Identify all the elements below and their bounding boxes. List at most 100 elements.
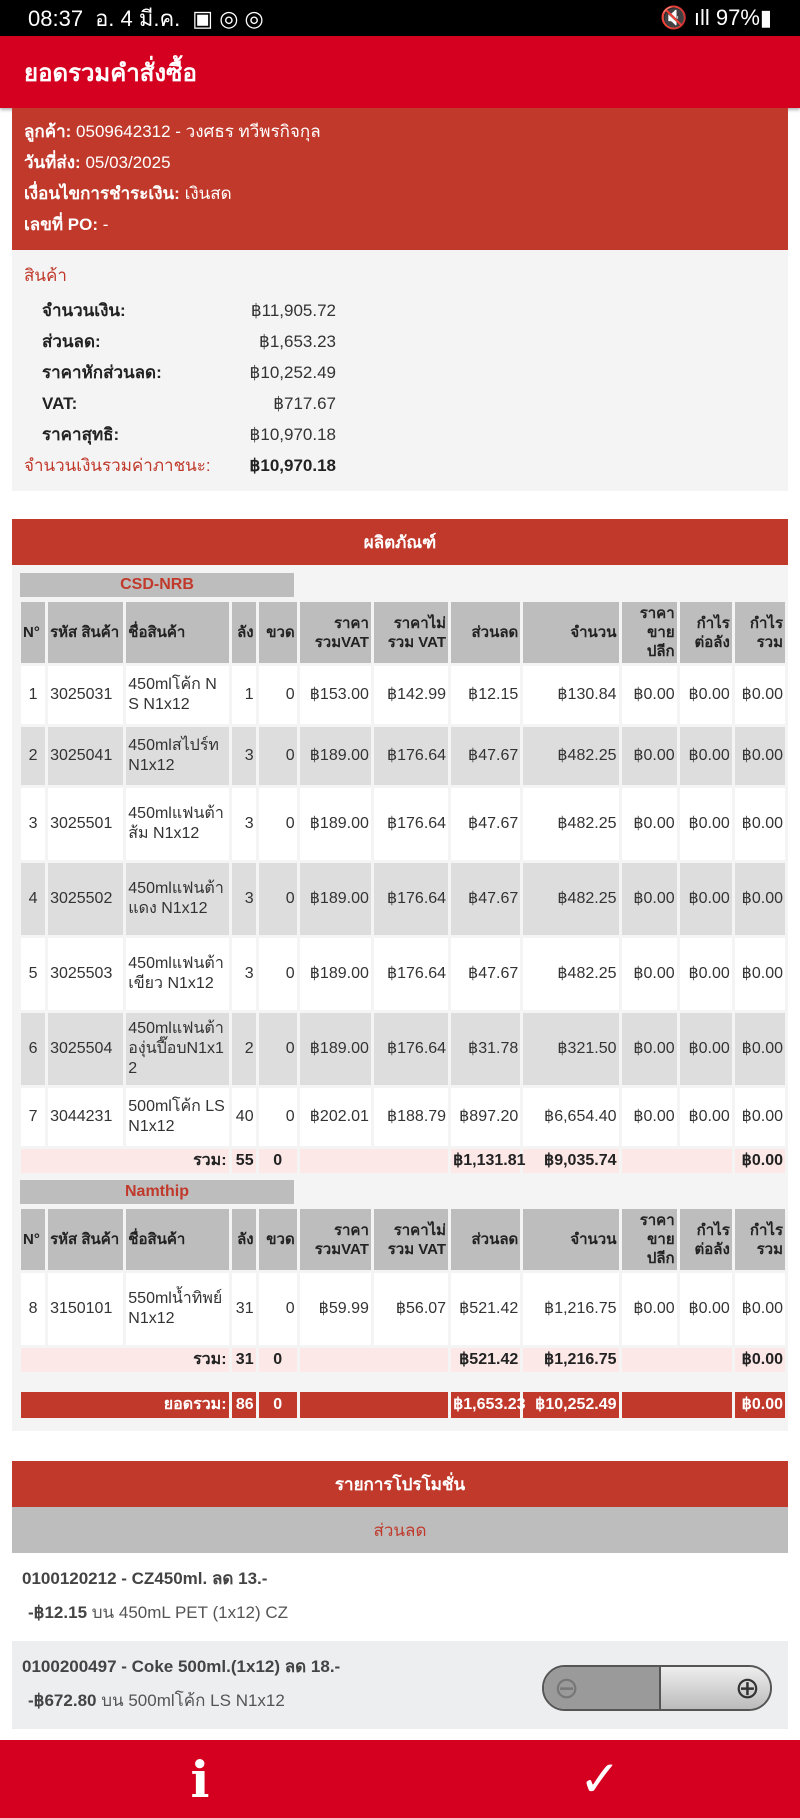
confirm-button[interactable]: ✓ — [400, 1740, 800, 1818]
table-cell: 3 — [231, 863, 256, 935]
table-cell: 0 — [258, 666, 297, 724]
table-cell: ฿47.67 — [451, 938, 521, 1010]
table-cell: ฿189.00 — [299, 727, 371, 785]
table-cell: ฿47.67 — [451, 788, 521, 860]
product-table: ยอดรวม: 86 0 ฿1,653.23 ฿10,252.49 ฿0.00 — [18, 1389, 788, 1421]
promo-title: 0100120212 - CZ450ml. ลด 13.- — [22, 1569, 268, 1588]
summary-total: จำนวนเงินรวมค่าภาชนะ: ฿10,970.18 — [24, 450, 776, 481]
summary-label: จำนวนเงิน: — [42, 301, 126, 320]
summary-value: ฿11,905.72 — [250, 300, 336, 320]
total-bottles: 0 — [258, 1149, 297, 1173]
table-cell: ฿56.07 — [373, 1273, 449, 1345]
table-cell: 7 — [21, 1088, 46, 1146]
summary-label: VAT: — [42, 393, 78, 413]
table-cell: 450mlโค้ก NS N1x12 — [126, 666, 229, 724]
signal-icons: 🔇 ıll — [660, 5, 716, 30]
table-row: 7 3044231 500mlโค้ก LS N1x12 40 0 ฿202.01 ฿188… — [21, 1088, 785, 1146]
table-cell: ฿176.64 — [373, 1013, 449, 1085]
column-header: ราคาไม่ รวม VAT — [373, 1209, 449, 1270]
table-cell: ฿0.00 — [621, 1273, 677, 1345]
po-value: - — [102, 215, 109, 234]
table-cell: 4 — [21, 863, 46, 935]
summary-label: ราคาสุทธิ: — [42, 425, 120, 444]
table-cell: 0 — [258, 727, 297, 785]
table-cell: ฿482.25 — [523, 788, 619, 860]
payment-label: เงื่อนไขการชำระเงิน: — [24, 184, 180, 203]
column-header: ราคา ขาย ปลีก — [621, 1209, 677, 1270]
table-cell: ฿482.25 — [523, 727, 619, 785]
group-label: CSD-NRB — [20, 573, 294, 597]
table-cell: 8 — [21, 1273, 46, 1345]
table-row: 3 3025501 450mlแฟนต้าส้ม N1x12 3 0 ฿189.00 ฿17… — [21, 788, 785, 860]
date: อ. 4 มี.ค. — [95, 5, 181, 31]
date-label: วันที่ส่ง: — [24, 153, 81, 172]
column-header: ขวด — [258, 1209, 297, 1270]
table-cell: ฿0.00 — [621, 938, 677, 1010]
table-cell: ฿0.00 — [621, 1088, 677, 1146]
summary-row: ส่วนลด: ฿1,653.23 — [24, 326, 776, 357]
column-header: ราคาไม่ รวม VAT — [373, 602, 449, 663]
summary-value: ฿717.67 — [273, 393, 336, 413]
promo-item: 0100120212 - CZ450ml. ลด 13.- -฿12.15 บน… — [12, 1553, 788, 1641]
column-header: รหัส สินค้า — [48, 1209, 124, 1270]
table-cell: ฿0.00 — [679, 788, 732, 860]
summary-value: ฿1,653.23 — [259, 331, 336, 351]
summary-row: ราคาสุทธิ: ฿10,970.18 — [24, 419, 776, 450]
table-cell: ฿47.67 — [451, 863, 521, 935]
table-cell: ฿176.64 — [373, 863, 449, 935]
column-header: กำไร รวม — [734, 1209, 785, 1270]
bottom-bar: i ✓ — [0, 1740, 800, 1818]
table-row: 8 3150101 550mlน้ำทิพย์ N1x12 31 0 ฿59.99 ฿56.… — [21, 1273, 785, 1345]
subtotal-row: รวม: 31 0 ฿521.42 ฿1,216.75 ฿0.00 — [21, 1348, 785, 1372]
table-cell: ฿482.25 — [523, 863, 619, 935]
table-cell: 3 — [231, 727, 256, 785]
table-cell: ฿130.84 — [523, 666, 619, 724]
total-label: จำนวนเงินรวมค่าภาชนะ: — [24, 456, 211, 475]
clock: 08:37 — [28, 5, 84, 31]
table-row: 5 3025503 450mlแฟนต้าเขียว N1x12 3 0 ฿189.00 ฿… — [21, 938, 785, 1010]
table-cell: ฿189.00 — [299, 788, 371, 860]
table-cell: ฿0.00 — [621, 1013, 677, 1085]
promotions-header: รายการโปรโมชั่น — [12, 1461, 788, 1507]
total-cases: 55 — [231, 1149, 256, 1173]
table-cell: 5 — [21, 938, 46, 1010]
summary: สินค้า จำนวนเงิน: ฿11,905.72 ส่วนลด: ฿1,653… — [12, 250, 788, 491]
table-cell: ฿176.64 — [373, 788, 449, 860]
table-cell: 0 — [258, 1273, 297, 1345]
promo-amount: -฿672.80 — [28, 1691, 97, 1710]
table-cell: 3044231 — [48, 1088, 124, 1146]
total-discount: ฿1,131.81 — [451, 1149, 526, 1173]
info-button[interactable]: i — [0, 1740, 400, 1818]
product-table: N° รหัส สินค้า ชื่อสินค้า ลัง ขวด ราคา รวมVAT… — [18, 599, 788, 1176]
table-cell: ฿59.99 — [299, 1273, 371, 1345]
total-label: ยอดรวม: — [21, 1392, 229, 1418]
table-cell: ฿521.42 — [451, 1273, 521, 1345]
date-value: 05/03/2025 — [85, 153, 171, 172]
table-header: N° รหัส สินค้า ชื่อสินค้า ลัง ขวด ราคา รวมVAT… — [21, 602, 785, 663]
zoom-in-icon: ⊕ — [734, 1671, 760, 1705]
summary-title: สินค้า — [24, 266, 67, 285]
summary-value: ฿10,970.18 — [249, 424, 336, 444]
product-table: N° รหัส สินค้า ชื่อสินค้า ลัง ขวด ราคา รวมVAT… — [18, 1206, 788, 1375]
table-cell: ฿0.00 — [734, 1088, 785, 1146]
table-row: 2 3025041 450mlสไปร์ท N1x12 3 0 ฿189.00 ฿176.6… — [21, 727, 785, 785]
payment-value: เงินสด — [184, 184, 232, 203]
table-cell: ฿189.00 — [299, 938, 371, 1010]
battery-icon: ▮ — [759, 5, 772, 30]
column-header: จำนวน — [523, 1209, 619, 1270]
zoom-in-button[interactable]: ⊕ — [659, 1667, 770, 1709]
spacer — [299, 1149, 449, 1173]
table-cell: 0 — [258, 938, 297, 1010]
summary-row: จำนวนเงิน: ฿11,905.72 — [24, 295, 776, 326]
po-label: เลขที่ PO: — [24, 215, 99, 234]
zoom-out-button[interactable]: ⊖ — [544, 1667, 659, 1709]
table-cell: 3025031 — [48, 666, 124, 724]
products-header: ผลิตภัณฑ์ — [12, 519, 788, 565]
total-cases: 86 — [231, 1392, 256, 1418]
column-header: ราคา รวมVAT — [299, 602, 371, 663]
checkmark-icon: ✓ — [579, 1750, 621, 1808]
table-cell: ฿0.00 — [679, 863, 732, 935]
table-cell: ฿153.00 — [299, 666, 371, 724]
table-cell: ฿0.00 — [679, 1088, 732, 1146]
table-cell: ฿321.50 — [523, 1013, 619, 1085]
